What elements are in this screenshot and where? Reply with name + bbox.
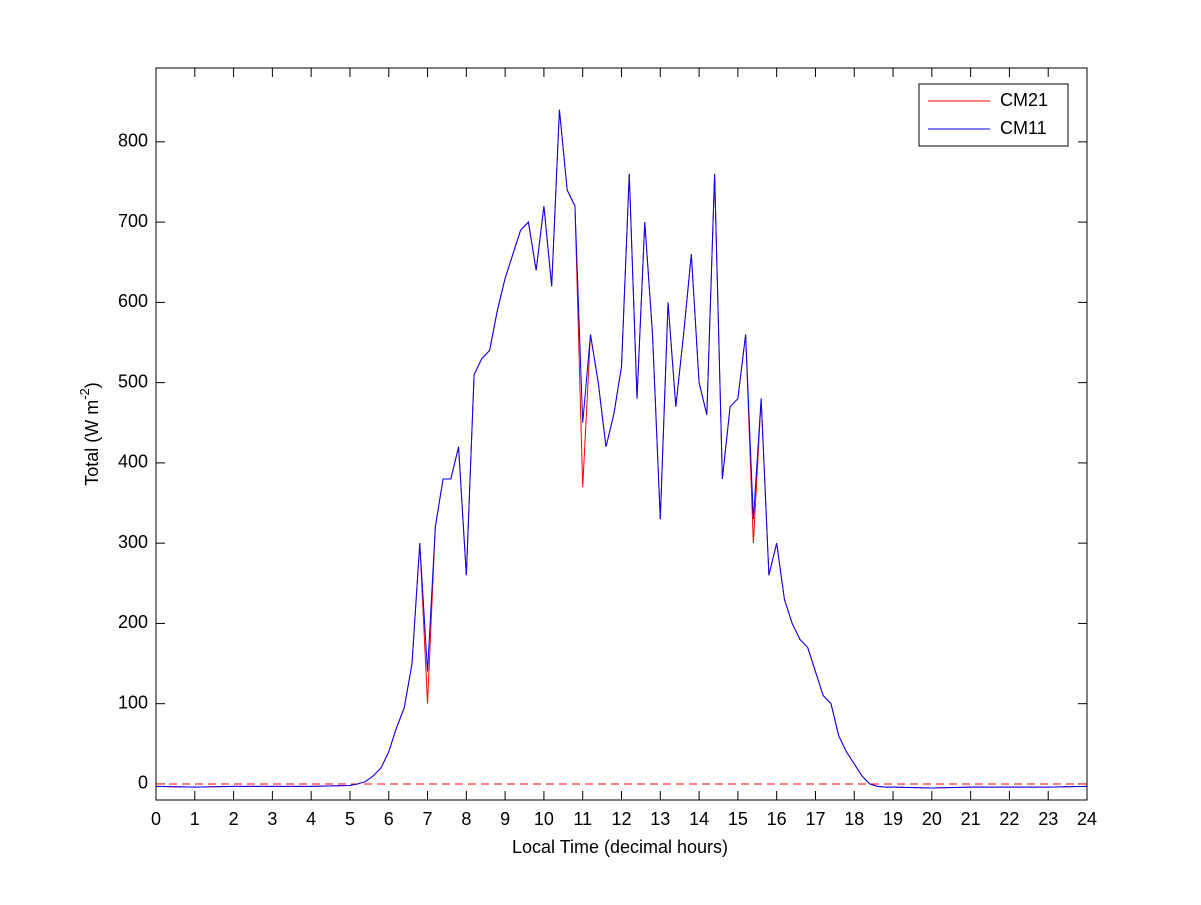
x-tick-label: 15 — [728, 809, 748, 829]
x-tick-label: 24 — [1077, 809, 1097, 829]
x-tick-label: 17 — [805, 809, 825, 829]
legend-label: CM11 — [1000, 118, 1047, 138]
x-tick-label: 6 — [384, 809, 394, 829]
y-label-sup: -2 — [77, 388, 92, 400]
x-tick-label: 23 — [1038, 809, 1058, 829]
x-tick-label: 5 — [345, 809, 355, 829]
x-tick-label: 10 — [534, 809, 554, 829]
x-tick-label: 4 — [306, 809, 316, 829]
y-tick-label: 500 — [118, 371, 148, 391]
x-tick-label: 19 — [883, 809, 903, 829]
x-tick-label: 13 — [650, 809, 670, 829]
x-tick-label: 20 — [922, 809, 942, 829]
y-tick-label: 200 — [118, 612, 148, 632]
x-tick-label: 12 — [611, 809, 631, 829]
x-tick-label: 3 — [267, 809, 277, 829]
legend-label: CM21 — [1000, 90, 1048, 110]
x-tick-label: 9 — [500, 809, 510, 829]
x-tick-label: 21 — [961, 809, 981, 829]
x-tick-label: 2 — [229, 809, 239, 829]
x-tick-label: 0 — [151, 809, 161, 829]
y-label-end: ) — [82, 382, 102, 388]
x-tick-label: 22 — [999, 809, 1019, 829]
x-tick-label: 11 — [573, 809, 592, 829]
x-axis-label: Local Time (decimal hours) — [512, 837, 728, 857]
y-tick-label: 300 — [118, 532, 148, 552]
series-line — [155, 109, 1088, 789]
y-tick-label: 0 — [138, 773, 148, 793]
x-tick-label: 8 — [461, 809, 471, 829]
y-axis-label: Total (W m-2) — [77, 382, 101, 486]
y-tick-label: 600 — [118, 291, 148, 311]
x-tick-label: 1 — [190, 809, 200, 829]
y-tick-label: 800 — [118, 131, 148, 151]
y-tick-label: 700 — [118, 211, 148, 231]
y-tick-label: 100 — [118, 692, 148, 712]
x-tick-label: 18 — [844, 809, 864, 829]
x-tick-label: 7 — [423, 809, 433, 829]
x-tick-label: 16 — [767, 809, 787, 829]
y-label-main: Total (W m — [82, 400, 102, 486]
axes-box — [155, 67, 1088, 801]
x-tick-label: 14 — [689, 809, 709, 829]
y-tick-label: 400 — [118, 452, 148, 472]
legend-box — [918, 83, 1069, 147]
